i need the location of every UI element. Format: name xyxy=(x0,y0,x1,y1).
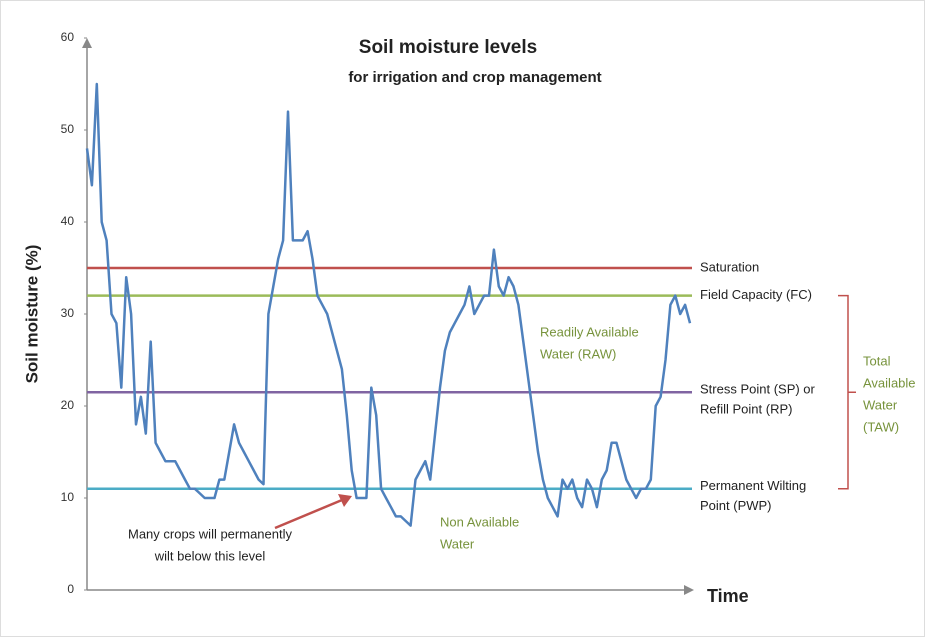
reference-label: Refill Point (RP) xyxy=(700,402,792,417)
wilt-label: Many crops will permanently xyxy=(128,526,293,541)
reference-label: Stress Point (SP) or xyxy=(700,382,816,397)
y-axis-label: Soil moisture (%) xyxy=(22,245,41,384)
wilt-label: wilt below this level xyxy=(154,548,266,563)
y-tick-label: 30 xyxy=(61,306,75,320)
reference-label: Permanent Wilting xyxy=(700,478,806,493)
y-tick-label: 10 xyxy=(61,490,75,504)
y-tick-label: 20 xyxy=(61,398,75,412)
x-axis-label: Time xyxy=(707,586,749,606)
taw-label: Water xyxy=(863,397,898,412)
data-line xyxy=(85,82,692,527)
non-available-label: Non Available xyxy=(440,514,519,529)
raw-label: Water (RAW) xyxy=(540,346,616,361)
y-tick-label: 50 xyxy=(61,122,75,136)
y-axis-arrow xyxy=(82,38,92,48)
y-tick-label: 0 xyxy=(67,582,74,596)
taw-label: Available xyxy=(863,375,916,390)
chart-subtitle: for irrigation and crop management xyxy=(348,69,601,86)
annotation-arrowhead xyxy=(338,494,352,507)
taw-label: Total xyxy=(863,353,891,368)
non-available-label: Water xyxy=(440,536,475,551)
reference-label: Field Capacity (FC) xyxy=(700,287,812,302)
taw-label: (TAW) xyxy=(863,419,899,434)
annotation-arrow xyxy=(274,498,343,530)
chart-title: Soil moisture levels xyxy=(359,37,537,58)
raw-label: Readily Available xyxy=(540,324,639,339)
taw-bracket xyxy=(838,294,856,490)
x-axis-arrow xyxy=(684,585,694,595)
reference-label: Saturation xyxy=(700,259,759,274)
y-tick-label: 60 xyxy=(61,30,75,44)
reference-label: Point (PWP) xyxy=(700,498,772,513)
y-tick-label: 40 xyxy=(61,214,75,228)
